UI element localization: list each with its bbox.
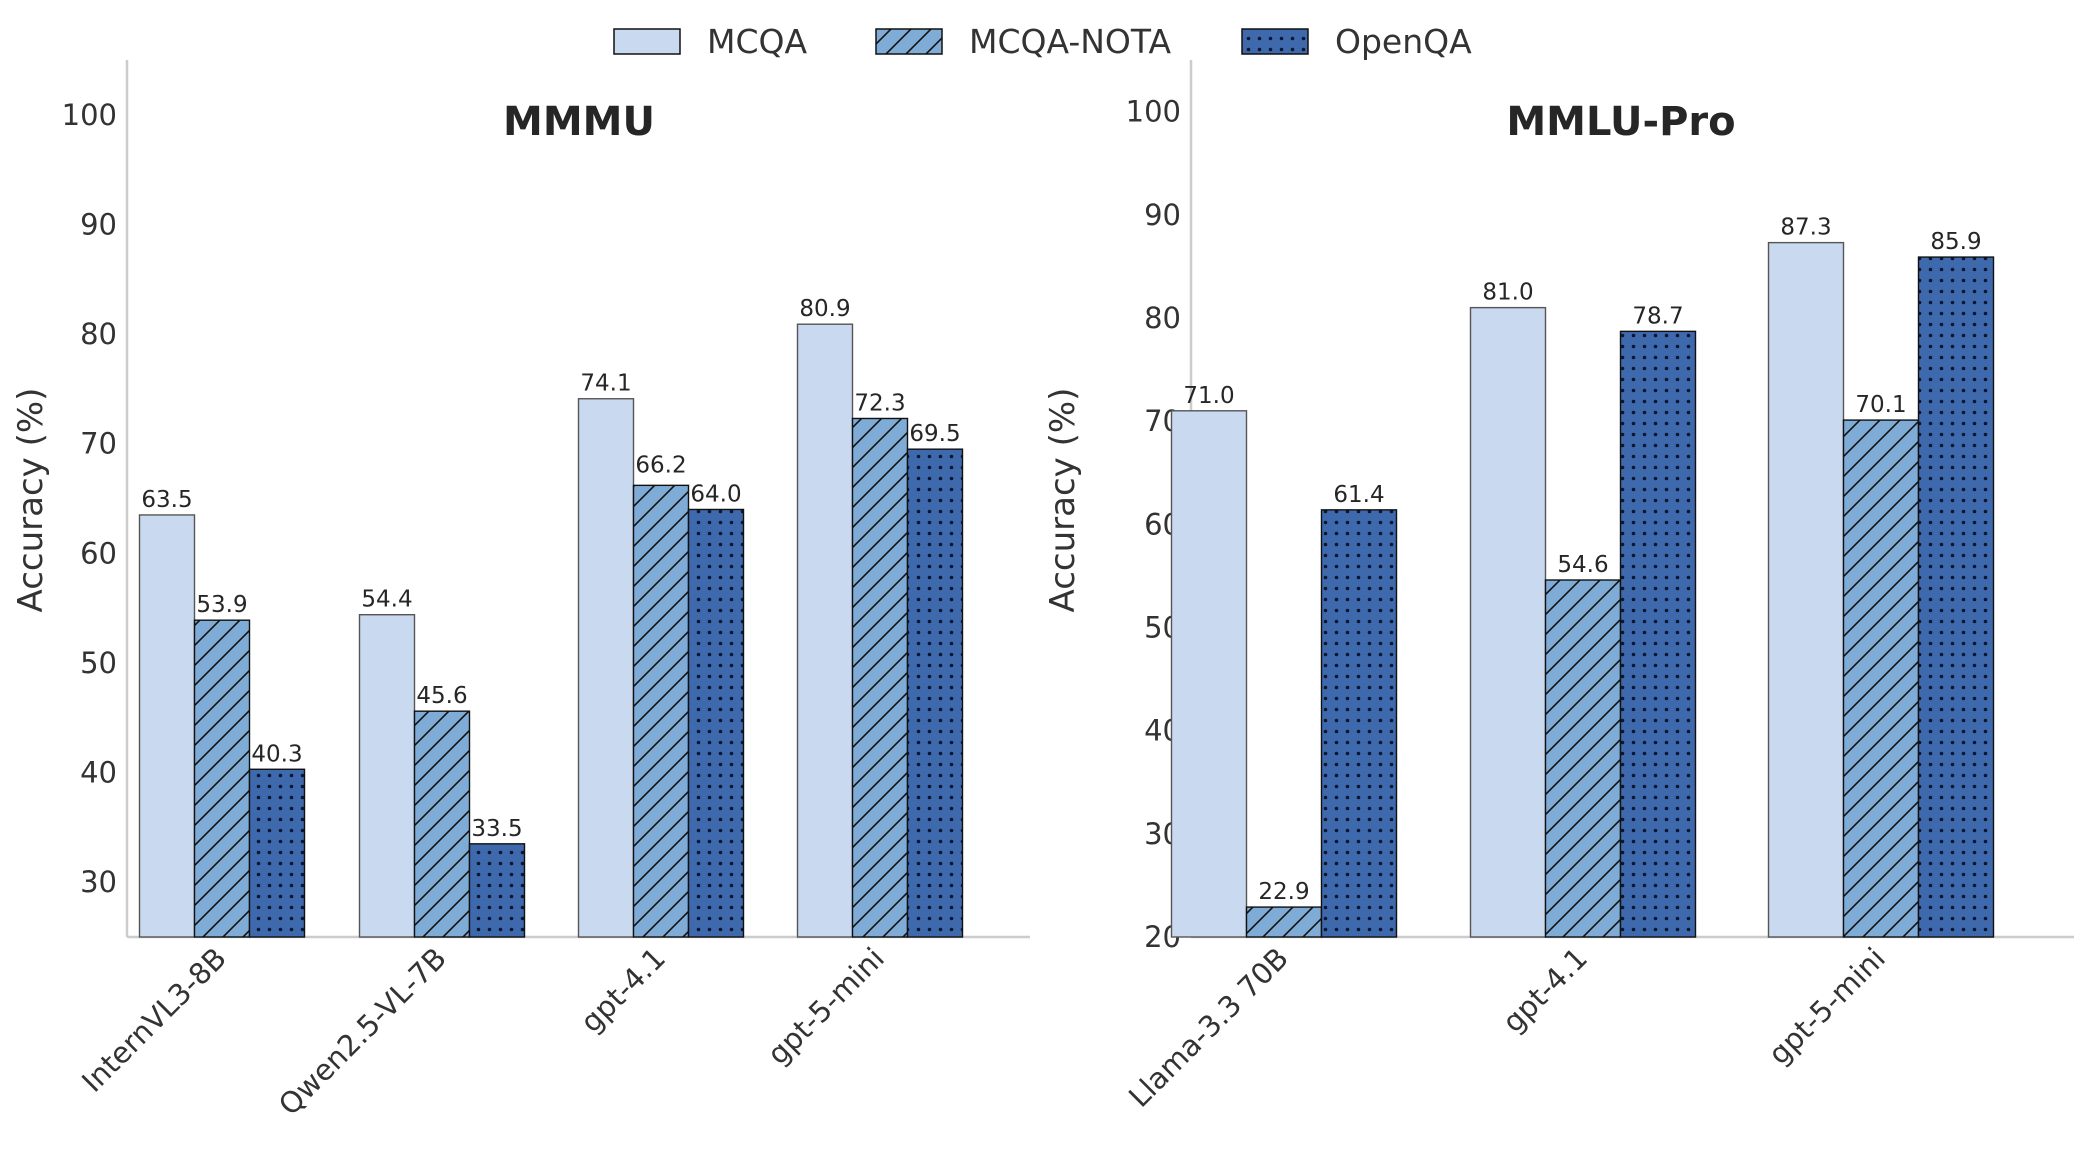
- bar-mcqa-nota: [1245, 906, 1323, 938]
- value-label: 63.5: [141, 487, 192, 513]
- value-label: 40.3: [251, 741, 302, 767]
- value-label: 85.9: [1930, 229, 1981, 255]
- bar-openqa: [1917, 256, 1995, 938]
- chart-title: MMMU: [503, 99, 655, 145]
- bar-mcqa-nota: [632, 484, 690, 938]
- y-tick-label: 90: [1144, 198, 1181, 232]
- bar-mcqa: [1469, 306, 1547, 938]
- value-label: 64.0: [690, 481, 741, 507]
- value-label: 33.5: [471, 816, 522, 842]
- bar-mcqa: [138, 514, 196, 938]
- bar-mcqa: [358, 614, 416, 938]
- bar-openqa: [1320, 509, 1398, 938]
- y-tick-label: 100: [1126, 95, 1181, 129]
- legend-swatch-mcqa-nota: [875, 28, 943, 55]
- x-tick-label: gpt-4.1: [1496, 941, 1594, 1039]
- bar-mcqa-nota: [1842, 419, 1920, 938]
- value-label: 71.0: [1183, 383, 1234, 409]
- x-tick-label: gpt-4.1: [574, 941, 672, 1039]
- bar-mcqa: [796, 323, 854, 938]
- value-label: 45.6: [416, 683, 467, 709]
- bar-mcqa-nota: [413, 710, 471, 938]
- bar-mcqa-nota: [193, 619, 251, 938]
- y-axis-label: Accuracy (%): [11, 388, 51, 613]
- x-tick-label: Qwen2.5-VL-7B: [272, 941, 453, 1122]
- panel-mmmu: 30 40 50 60 70 80 90 100 MMMU Accuracy (%) 63.5 53.…: [11, 60, 1030, 1122]
- bar-mcqa-nota: [851, 417, 909, 938]
- y-tick-label: 80: [1144, 301, 1181, 335]
- legend-swatch-mcqa: [613, 28, 681, 55]
- value-label: 61.4: [1333, 482, 1384, 508]
- legend-label: MCQA-NOTA: [969, 22, 1172, 61]
- bar-openqa: [1619, 330, 1697, 938]
- bar-openqa: [468, 843, 526, 938]
- chart-title: MMLU-Pro: [1506, 99, 1735, 145]
- y-tick-label: 70: [80, 427, 117, 461]
- x-tick-label: gpt-5-mini: [761, 941, 891, 1071]
- value-label: 69.5: [909, 421, 960, 447]
- value-label: 80.9: [799, 296, 850, 322]
- x-tick-label: InternVL3-8B: [75, 941, 233, 1099]
- value-label: 66.2: [635, 452, 686, 478]
- y-tick-label: 80: [80, 317, 117, 351]
- value-label: 70.1: [1855, 392, 1906, 418]
- bar-mcqa: [577, 398, 635, 938]
- x-tick-label: gpt-5-mini: [1762, 941, 1892, 1071]
- legend: MCQA MCQA-NOTA OpenQA: [613, 22, 1472, 61]
- value-label: 54.6: [1557, 552, 1608, 578]
- bar-mcqa: [1170, 410, 1248, 938]
- y-tick-label: 100: [62, 98, 117, 132]
- y-tick-label: 90: [80, 207, 117, 241]
- value-label: 72.3: [854, 390, 905, 416]
- bar-mcqa: [1767, 241, 1845, 938]
- y-tick-label: 50: [80, 646, 117, 680]
- bar-openqa: [687, 508, 745, 938]
- bar-openqa: [248, 768, 306, 938]
- value-label: 74.1: [580, 371, 631, 397]
- legend-label: OpenQA: [1335, 22, 1472, 61]
- y-tick-label: 60: [80, 536, 117, 570]
- bar-openqa: [906, 448, 964, 938]
- value-label: 87.3: [1780, 215, 1831, 241]
- value-label: 22.9: [1258, 879, 1309, 905]
- y-tick-label: 40: [80, 756, 117, 790]
- value-label: 78.7: [1632, 303, 1683, 329]
- bar-mcqa-nota: [1544, 579, 1622, 938]
- value-label: 54.4: [361, 587, 412, 613]
- legend-label: MCQA: [707, 22, 807, 61]
- value-label: 53.9: [196, 592, 247, 618]
- y-tick-label: 30: [80, 865, 117, 899]
- legend-swatch-openqa: [1241, 28, 1309, 55]
- y-axis-label: Accuracy (%): [1043, 388, 1083, 613]
- x-tick-label: Llama-3.3 70B: [1122, 941, 1295, 1114]
- value-label: 81.0: [1482, 280, 1533, 306]
